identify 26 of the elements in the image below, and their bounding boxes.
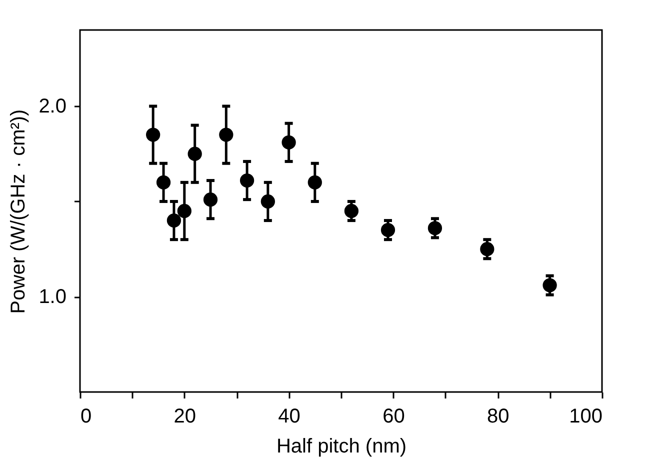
y-tick-label: 1.0 [38, 286, 66, 308]
point [188, 146, 202, 161]
point [282, 135, 296, 150]
point [380, 222, 396, 238]
point [166, 213, 182, 228]
point [308, 175, 322, 190]
point [344, 204, 359, 218]
x-tick-label: 100 [569, 406, 602, 428]
x-tick-label: 60 [382, 406, 405, 428]
x-axis-title: Half pitch (nm) [276, 436, 407, 458]
x-tick-label: 20 [174, 406, 196, 428]
point [156, 175, 171, 190]
point [480, 242, 494, 256]
point [428, 221, 442, 236]
point [240, 173, 254, 188]
y-tick-label: 2.0 [38, 96, 66, 118]
point [177, 204, 192, 218]
x-tick-label: 80 [486, 406, 510, 428]
point [219, 128, 234, 142]
point [542, 278, 557, 292]
x-tick-label: 0 [80, 406, 92, 428]
point [146, 128, 160, 142]
point [203, 192, 218, 207]
y-axis-title: Power (W/(GHz · cm²)) [8, 109, 30, 314]
x-tick-label: 40 [278, 406, 300, 428]
point [260, 194, 275, 209]
